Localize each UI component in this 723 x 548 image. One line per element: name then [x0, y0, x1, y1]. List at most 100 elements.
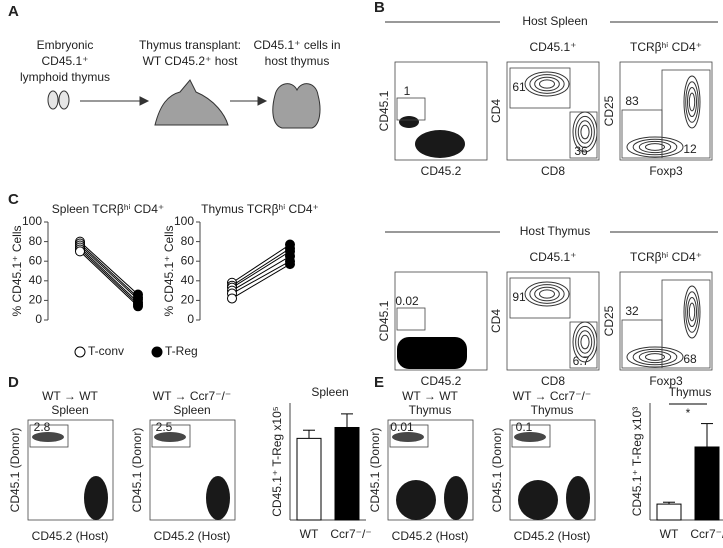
y-tick-label: 40 [29, 273, 43, 287]
contour [529, 284, 565, 304]
gate [569, 111, 598, 159]
contour [626, 136, 684, 158]
y-axis-label: % CD45.1⁺ Cells [162, 225, 176, 316]
cell-population [518, 480, 558, 520]
plot-frame [27, 419, 114, 521]
cell-population [514, 432, 546, 442]
contour [577, 330, 593, 354]
pair-line [79, 245, 139, 300]
x-axis-label: CD45.2 (Host) [154, 529, 231, 543]
pair-line [231, 244, 291, 284]
y-tick-label: 0 [187, 312, 194, 326]
gate [661, 279, 711, 369]
x-axis-label: CD45.2 (Host) [514, 529, 591, 543]
plot-frame [619, 61, 713, 161]
plot-frame [506, 271, 600, 371]
gate-value: 68 [683, 352, 697, 366]
contour [534, 286, 560, 302]
pair-line [231, 248, 291, 287]
contour [644, 353, 666, 361]
contour [687, 86, 697, 118]
contour [644, 143, 666, 151]
contour [683, 75, 701, 129]
legend-marker [74, 346, 86, 358]
plot-title: WT → Ccr7⁻/⁻ [513, 389, 591, 403]
y-axis-label: CD4 [489, 309, 503, 333]
contour [539, 79, 555, 89]
contour [529, 74, 565, 94]
gate [396, 97, 426, 121]
x-axis-label: Foxp3 [649, 374, 683, 388]
chart-title: Thymus TCRβʰⁱ CD4⁺ [201, 202, 319, 216]
bar [296, 437, 322, 521]
chart-title: Spleen [311, 385, 348, 399]
step-text: lymphoid thymus [20, 70, 110, 84]
x-tick-label: WT [660, 527, 679, 541]
point [75, 246, 85, 257]
x-axis-label: CD45.2 [421, 164, 462, 178]
x-tick-label: Ccr7⁻/⁻ [690, 527, 723, 541]
y-axis-label: CD45.1 (Donor) [368, 428, 382, 513]
y-axis-label: CD45.1 [377, 90, 391, 131]
plot-title: Thymus [531, 403, 574, 417]
cell-population [566, 476, 590, 520]
plot-frame [149, 419, 236, 521]
y-tick-label: 40 [181, 273, 195, 287]
contour [575, 115, 595, 149]
contour [524, 71, 570, 97]
y-tick-label: 100 [174, 214, 194, 228]
pair-line [79, 243, 139, 298]
y-tick-label: 60 [29, 253, 43, 267]
gate-value: 1 [404, 84, 411, 98]
pair-line [231, 250, 291, 289]
row-title: Host Spleen [522, 14, 587, 28]
plot-title: WT → WT [402, 389, 458, 403]
y-axis-label: CD45.1 [377, 300, 391, 341]
contour [524, 281, 570, 307]
pair-line [231, 260, 291, 294]
row-title: Host Thymus [520, 224, 590, 238]
y-tick-label: 80 [29, 234, 43, 248]
plot-frame [509, 419, 596, 521]
plot-title: WT → WT [42, 389, 98, 403]
contour [577, 120, 593, 144]
y-tick-label: 100 [22, 214, 42, 228]
step-text: CD45.1⁺ [41, 54, 88, 68]
y-tick-label: 60 [181, 253, 195, 267]
plot-frame [387, 419, 474, 521]
contour [688, 302, 696, 322]
point [227, 293, 237, 304]
plot-title: Spleen [173, 403, 210, 417]
panel-label: D [8, 374, 19, 391]
cell-population [399, 116, 419, 128]
gate [509, 277, 571, 319]
y-tick-label: 20 [181, 293, 195, 307]
contour [580, 124, 590, 140]
plot-frame [506, 61, 600, 161]
y-axis-label: CD45.1⁺ T-Reg x10⁵ [270, 406, 284, 516]
contour [687, 296, 697, 328]
panel-a-graphics [47, 79, 321, 129]
bar [656, 503, 682, 521]
gate-value: 61 [512, 80, 526, 94]
contour [626, 346, 684, 368]
contour [632, 348, 678, 366]
contour [685, 291, 699, 333]
gate-value: 0.1 [516, 420, 533, 434]
step-text: WT CD45.2⁺ host [143, 54, 238, 68]
plot-frame [394, 271, 488, 371]
y-tick-label: 80 [181, 234, 195, 248]
cell-population [84, 476, 108, 520]
annotation: * [686, 406, 691, 420]
x-axis-label: CD45.2 (Host) [32, 529, 109, 543]
gate-value: 2.8 [34, 420, 51, 434]
chart-title: Thymus [669, 385, 712, 399]
plot-title: Thymus [409, 403, 452, 417]
gate [661, 69, 711, 159]
plot-title: WT → Ccr7⁻/⁻ [153, 389, 231, 403]
cell-population [396, 480, 436, 520]
column-title: CD45.1⁺ [529, 40, 576, 54]
chart-title: Spleen TCRβʰⁱ CD4⁺ [52, 202, 164, 216]
gate [29, 424, 69, 448]
